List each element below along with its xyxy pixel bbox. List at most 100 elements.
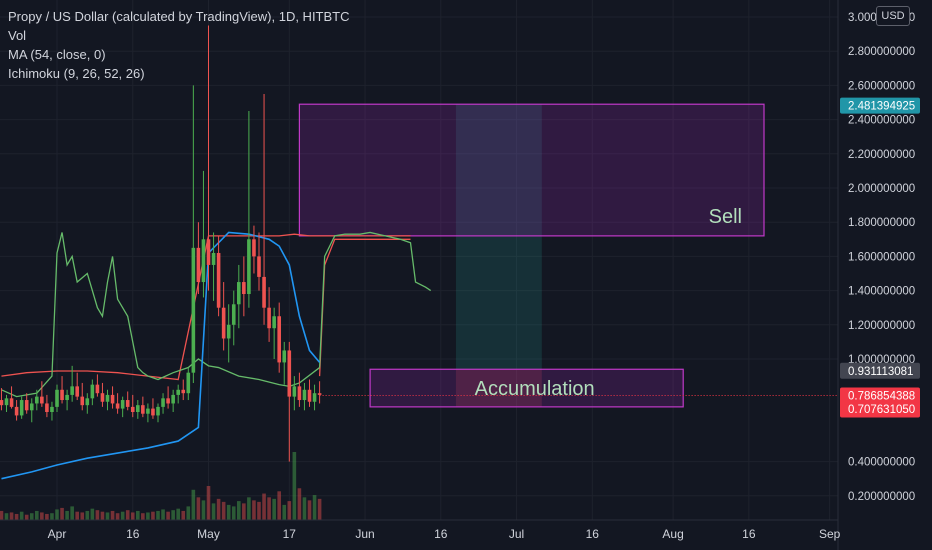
volume-bar (9, 512, 14, 520)
drawing-zones[interactable]: Sell Accumulation (298, 103, 765, 408)
volume-bar (287, 501, 292, 520)
volume-bar (181, 510, 186, 520)
leading-span-a-line (318, 231, 432, 368)
volume-bar (120, 511, 125, 520)
candle-body (297, 386, 302, 401)
volume-bar (166, 511, 170, 520)
candle-body (4, 398, 9, 406)
candle-body (206, 239, 211, 265)
volume-bar (80, 512, 85, 520)
candle-body (196, 247, 201, 283)
candle-body (307, 389, 312, 402)
indicator-ichimoku[interactable]: Ichimoku (9, 26, 52, 26) (8, 66, 145, 81)
price-axis[interactable]: 3.0000000002.8000000002.6000000002.40000… (837, 0, 915, 550)
candle-body (287, 350, 292, 397)
volume-bar (211, 503, 216, 520)
candle-body (181, 389, 186, 394)
price-badge-label: 0.707631050 (848, 404, 915, 416)
volume-bars (0, 452, 322, 520)
candle-body (75, 386, 79, 397)
candle-body (226, 324, 231, 339)
candle-body (156, 406, 160, 416)
time-tick-label: Apr (48, 527, 67, 541)
candle-body (24, 400, 29, 411)
candle-body (80, 396, 85, 406)
chart-legend: Propy / US Dollar (calculated by Trading… (8, 7, 350, 83)
volume-bar (257, 501, 261, 520)
volume-bar (312, 495, 317, 520)
volume-bar (186, 506, 191, 520)
candle-body (191, 247, 196, 373)
candle-body (262, 276, 266, 308)
volume-bar (267, 497, 271, 520)
volume-bar (4, 513, 9, 520)
volume-bar (247, 497, 251, 520)
volume-bar (24, 514, 29, 520)
candle-body (166, 398, 170, 404)
candle-body (151, 408, 155, 416)
volume-bar (221, 501, 226, 520)
volume-bar (317, 498, 322, 520)
price-tick-label: 1.800000000 (848, 217, 915, 229)
candle-body (272, 316, 276, 329)
volume-bar (151, 511, 155, 520)
candlesticks (0, 25, 322, 462)
candle-body (277, 316, 281, 363)
time-tick-label: May (197, 527, 220, 541)
symbol-title[interactable]: Propy / US Dollar (calculated by Trading… (8, 9, 350, 24)
volume-bar (156, 510, 160, 520)
indicator-ma[interactable]: MA (54, close, 0) (8, 47, 106, 62)
time-tick-label: Jul (509, 527, 524, 541)
volume-bar (176, 508, 180, 520)
candle-body (216, 252, 221, 308)
candle-body (55, 389, 59, 407)
candle-body (136, 405, 140, 413)
volume-bar (105, 512, 110, 520)
grid-lines (0, 0, 838, 520)
sell-zone[interactable] (298, 103, 765, 237)
candle-body (40, 396, 44, 404)
candle-body (176, 389, 180, 395)
volume-bar (19, 511, 24, 520)
volume-bar (216, 498, 221, 520)
price-tick-label: 2.200000000 (848, 149, 915, 161)
volume-bar (201, 500, 206, 520)
price-badge-label: 0.931113081 (848, 366, 913, 378)
price-badge (840, 400, 920, 417)
candle-body (221, 307, 226, 339)
volume-bar (95, 510, 100, 520)
candle-body (242, 282, 246, 295)
candle-body (45, 403, 49, 413)
candle-body (95, 384, 100, 394)
volume-bar (272, 498, 276, 520)
candle-body (29, 403, 34, 411)
time-tick-label: Jun (355, 527, 374, 541)
volume-bar (307, 500, 312, 520)
time-tick-label: 16 (126, 527, 140, 541)
price-badge-label: 2.481394925 (848, 101, 915, 113)
candle-body (125, 400, 130, 407)
price-tick-label: 1.200000000 (848, 320, 915, 332)
price-tick-label: 2.800000000 (848, 46, 915, 58)
currency-button[interactable]: USD (876, 6, 910, 26)
accumulation-zone[interactable] (369, 368, 684, 408)
volume-bar (277, 491, 281, 520)
volume-bar (242, 503, 246, 520)
candle-body (146, 408, 150, 414)
position-stop-area[interactable] (455, 369, 542, 407)
volume-bar (231, 506, 236, 520)
position-target-area[interactable] (455, 104, 542, 370)
price-tick-label: 2.000000000 (848, 183, 915, 195)
time-axis[interactable]: Apr 16 May 17 Jun 16 Jul 16 Aug 16 Sep (0, 519, 841, 541)
candle-body (317, 393, 322, 395)
price-tick-label: 0.200000000 (848, 491, 915, 503)
volume-bar (196, 497, 201, 520)
volume-bar (55, 509, 59, 520)
candle-body (110, 394, 115, 404)
indicator-volume[interactable]: Vol (8, 28, 27, 43)
volume-bar (302, 497, 307, 520)
volume-bar (191, 489, 196, 520)
candle-body (9, 398, 14, 407)
